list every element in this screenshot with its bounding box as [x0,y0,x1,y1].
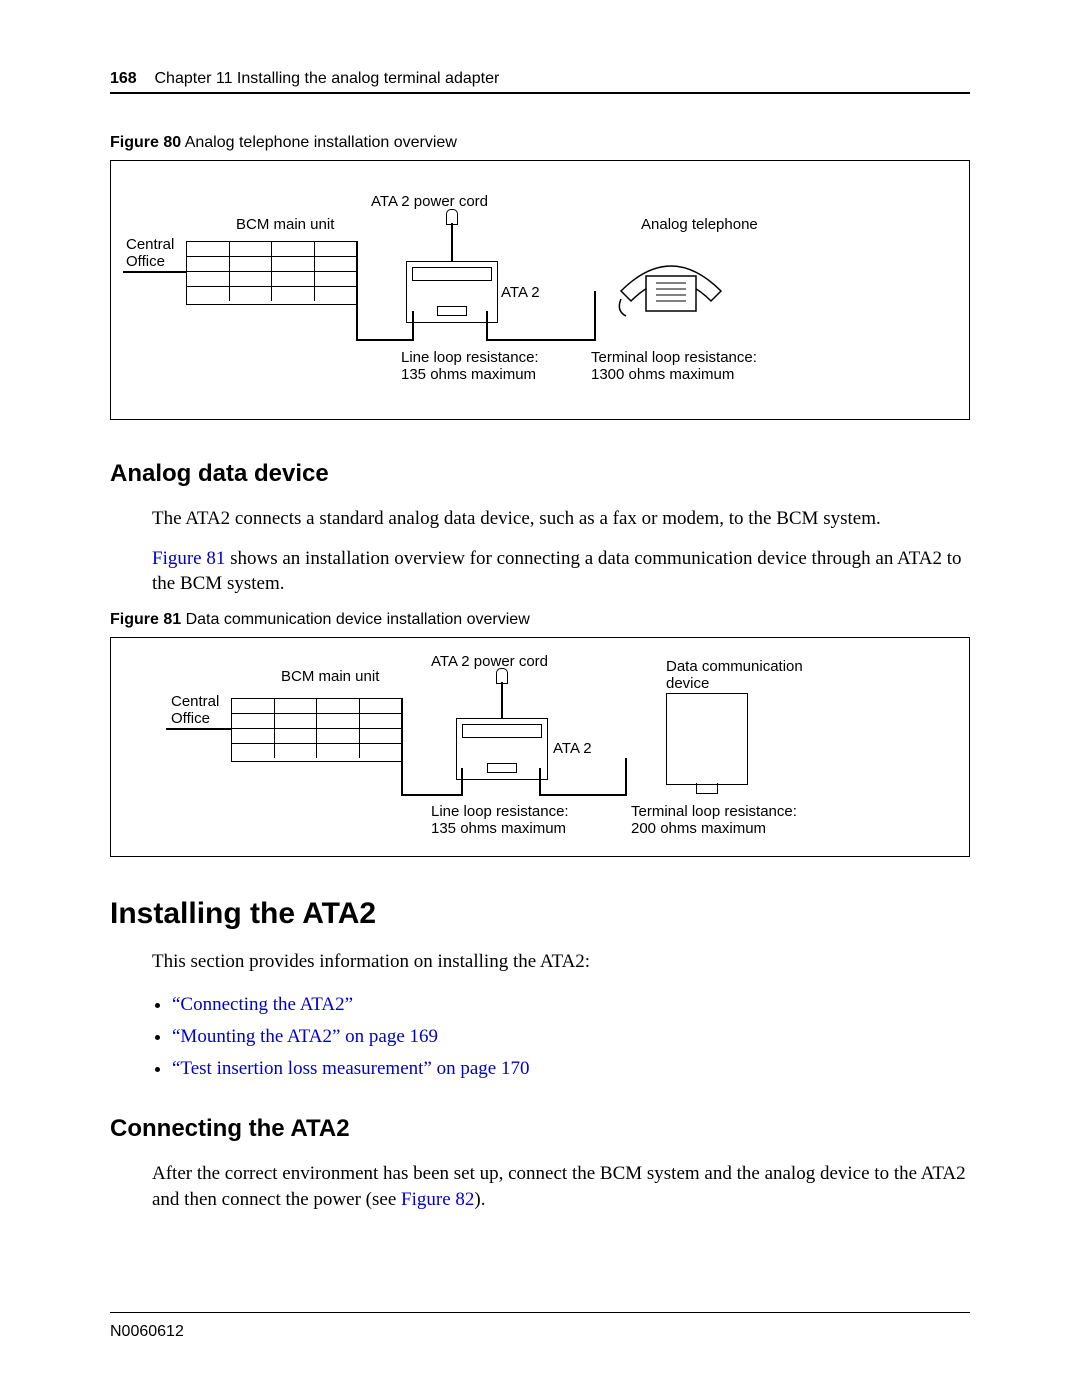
page-number: 168 [110,70,137,87]
link-mounting[interactable]: “Mounting the ATA2” on page 169 [172,1026,438,1047]
analog-p2: Figure 81 shows an installation overview… [152,546,970,597]
fig80-terminal-loop-label: Terminal loop resistance: 1300 ohms maxi… [591,349,757,383]
page-header: 168 Chapter 11 Installing the analog ter… [110,70,970,94]
fig81-data-device-box [666,693,748,785]
fig80-wire3 [412,311,414,341]
fig81-wire4 [539,768,541,796]
figure-81: BCM main unit Central Office ATA 2 power… [110,637,970,857]
analog-p2-rest: shows an installation overview for conne… [152,548,961,595]
figure-82-link[interactable]: Figure 82 [401,1189,474,1210]
page: 168 Chapter 11 Installing the analog ter… [0,0,1080,1397]
figure-80-caption: Figure 80 Analog telephone installation … [110,134,970,152]
link-connecting[interactable]: “Connecting the ATA2” [172,994,353,1015]
fig80-co-wire [123,271,186,273]
fig80-ata-power-label: ATA 2 power cord [371,193,488,210]
fig80-central-office-label: Central Office [126,236,174,270]
doc-id: N0060612 [110,1323,184,1340]
fig81-wire5 [539,794,627,796]
fig80-wire5 [486,339,596,341]
figure-80-label: Figure 80 [110,134,181,151]
connecting-p1-b: ). [474,1189,485,1210]
page-footer: N0060612 [110,1312,970,1341]
chapter-title [141,70,154,87]
analog-data-heading: Analog data device [110,460,970,488]
fig81-ata-power-label: ATA 2 power cord [431,653,548,670]
fig80-bcm-unit [186,241,358,305]
fig81-bcm-unit [231,698,403,762]
chapter-text: Chapter 11 Installing the analog termina… [155,70,500,87]
fig80-wire4 [486,311,488,341]
fig80-line-loop-label: Line loop resistance: 135 ohms maximum [401,349,539,383]
figure-80: BCM main unit Central Office ATA 2 power… [110,160,970,420]
figure-81-label: Figure 81 [110,611,181,628]
connecting-p1-a: After the correct environment has been s… [152,1163,966,1210]
fig81-ata2-box [456,718,548,780]
fig81-ata2-label: ATA 2 [553,740,592,757]
fig80-wire2 [356,339,414,341]
connecting-p1: After the correct environment has been s… [152,1161,970,1212]
fig80-ata2-box [406,261,498,323]
figure-80-desc: Analog telephone installation overview [181,134,457,151]
fig80-wire6 [594,291,596,341]
fig81-bcm-label: BCM main unit [281,668,379,685]
link-test-insertion[interactable]: “Test insertion loss measurement” on pag… [172,1058,529,1079]
fig81-line-loop-label: Line loop resistance: 135 ohms maximum [431,803,569,837]
installing-heading: Installing the ATA2 [110,897,970,931]
install-links-list: “Connecting the ATA2” “Mounting the ATA2… [172,989,970,1086]
fig80-power-wire [451,223,453,261]
fig80-wire1 [356,291,358,341]
analog-p1: The ATA2 connects a standard analog data… [152,506,970,532]
fig81-data-device-label: Data communication device [666,658,803,692]
fig81-wire1 [401,748,403,796]
fig81-wire2 [401,794,463,796]
fig81-power-wire [501,682,503,718]
fig81-central-office-label: Central Office [171,693,219,727]
fig81-wire3 [461,768,463,796]
fig81-data-device-foot [696,783,718,794]
fig81-co-wire [166,728,231,730]
figure-81-desc: Data communication device installation o… [181,611,530,628]
fig81-wire6 [625,758,627,796]
fig81-terminal-loop-label: Terminal loop resistance: 200 ohms maxim… [631,803,797,837]
fig80-phone-icon [611,231,731,321]
figure-81-link[interactable]: Figure 81 [152,548,225,569]
install-intro: This section provides information on ins… [152,949,970,975]
figure-81-caption: Figure 81 Data communication device inst… [110,611,970,629]
fig80-ata2-label: ATA 2 [501,284,540,301]
connecting-heading: Connecting the ATA2 [110,1115,970,1143]
fig80-bcm-label: BCM main unit [236,216,334,233]
